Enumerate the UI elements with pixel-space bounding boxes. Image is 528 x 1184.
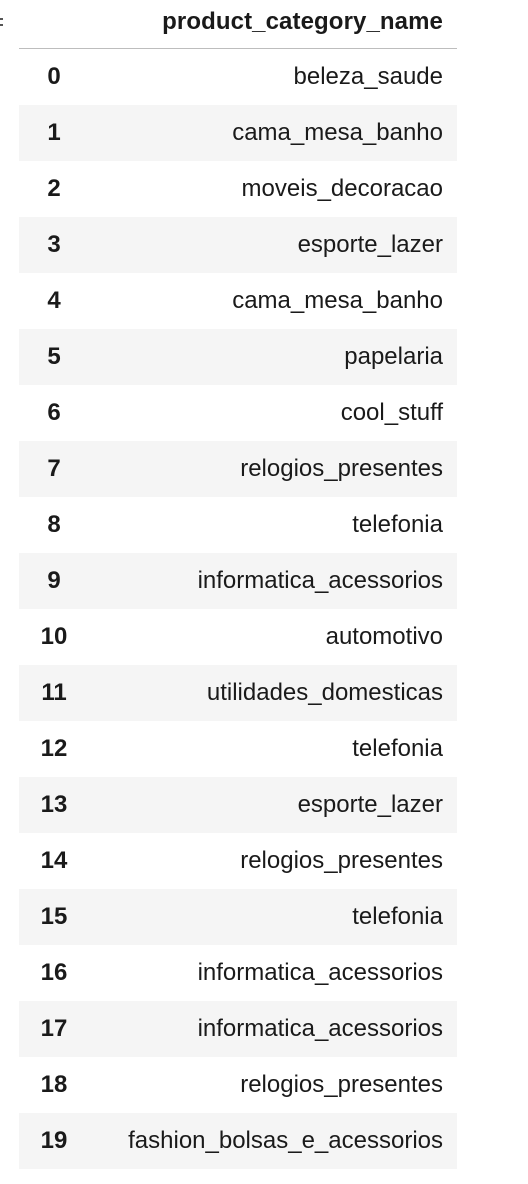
row-index: 18 <box>40 1071 68 1098</box>
table-row: 1 cama_mesa_banho <box>19 105 457 161</box>
table-row: 3 esporte_lazer <box>19 217 457 273</box>
row-index: 15 <box>40 903 68 930</box>
cell-product-category-name: informatica_acessorios <box>197 959 443 986</box>
cell-product-category-name: telefonia <box>352 511 443 538</box>
table-row: 14 relogios_presentes <box>19 833 457 889</box>
table-row: 18 relogios_presentes <box>19 1057 457 1113</box>
cell-product-category-name: esporte_lazer <box>297 231 443 258</box>
cell-product-category-name: informatica_acessorios <box>197 1015 443 1042</box>
cell-product-category-name: papelaria <box>344 343 443 370</box>
column-header-product-category-name: product_category_name <box>162 8 443 35</box>
table-row: 10 automotivo <box>19 609 457 665</box>
row-index: 19 <box>40 1127 68 1154</box>
table-row: 7 relogios_presentes <box>19 441 457 497</box>
table-row: 15 telefonia <box>19 889 457 945</box>
row-index: 6 <box>47 399 61 426</box>
row-index: 12 <box>40 735 68 762</box>
table-row: 11 utilidades_domesticas <box>19 665 457 721</box>
cell-product-category-name: utilidades_domesticas <box>206 679 443 706</box>
row-index: 17 <box>40 1015 68 1042</box>
row-index: 4 <box>47 287 61 314</box>
table-row: 19 fashion_bolsas_e_acessorios <box>19 1113 457 1169</box>
row-index: 8 <box>47 511 61 538</box>
table-row: 5 papelaria <box>19 329 457 385</box>
cell-product-category-name: telefonia <box>352 735 443 762</box>
row-index: 16 <box>40 959 68 986</box>
cell-product-category-name: relogios_presentes <box>240 1071 443 1098</box>
row-index: 7 <box>47 455 61 482</box>
row-index: 10 <box>40 623 68 650</box>
cell-product-category-name: relogios_presentes <box>240 847 443 874</box>
table-row: 9 informatica_acessorios <box>19 553 457 609</box>
row-index: 11 <box>41 679 67 706</box>
row-index: 5 <box>47 343 61 370</box>
table-row: 16 informatica_acessorios <box>19 945 457 1001</box>
table-row: 6 cool_stuff <box>19 385 457 441</box>
cell-product-category-name: automotivo <box>325 623 443 650</box>
cell-product-category-name: moveis_decoracao <box>241 175 443 202</box>
table-row: 17 informatica_acessorios <box>19 1001 457 1057</box>
row-index: 14 <box>40 847 68 874</box>
cell-product-category-name: informatica_acessorios <box>197 567 443 594</box>
cell-product-category-name: esporte_lazer <box>297 791 443 818</box>
table-row: 12 telefonia <box>19 721 457 777</box>
cell-product-category-name: telefonia <box>352 903 443 930</box>
table-body: 0 beleza_saude 1 cama_mesa_banho 2 movei… <box>19 49 457 1169</box>
table-row: 0 beleza_saude <box>19 49 457 105</box>
cell-product-category-name: relogios_presentes <box>240 455 443 482</box>
row-index: 1 <box>47 119 61 146</box>
cell-product-category-name: cama_mesa_banho <box>232 119 443 146</box>
table-row: 2 moveis_decoracao <box>19 161 457 217</box>
cell-product-category-name: cool_stuff <box>340 399 443 426</box>
left-edge-marker <box>0 18 3 26</box>
cell-product-category-name: cama_mesa_banho <box>232 287 443 314</box>
row-index: 13 <box>40 791 68 818</box>
row-index: 0 <box>47 63 61 90</box>
row-index: 2 <box>47 175 61 202</box>
table-row: 13 esporte_lazer <box>19 777 457 833</box>
cell-product-category-name: fashion_bolsas_e_acessorios <box>128 1127 443 1154</box>
row-index: 3 <box>47 231 61 258</box>
row-index: 9 <box>47 567 61 594</box>
cell-product-category-name: beleza_saude <box>293 63 443 90</box>
table-row: 8 telefonia <box>19 497 457 553</box>
table-header-row: product_category_name <box>19 0 457 49</box>
dataframe-table: product_category_name 0 beleza_saude 1 c… <box>19 0 457 1169</box>
table-row: 4 cama_mesa_banho <box>19 273 457 329</box>
